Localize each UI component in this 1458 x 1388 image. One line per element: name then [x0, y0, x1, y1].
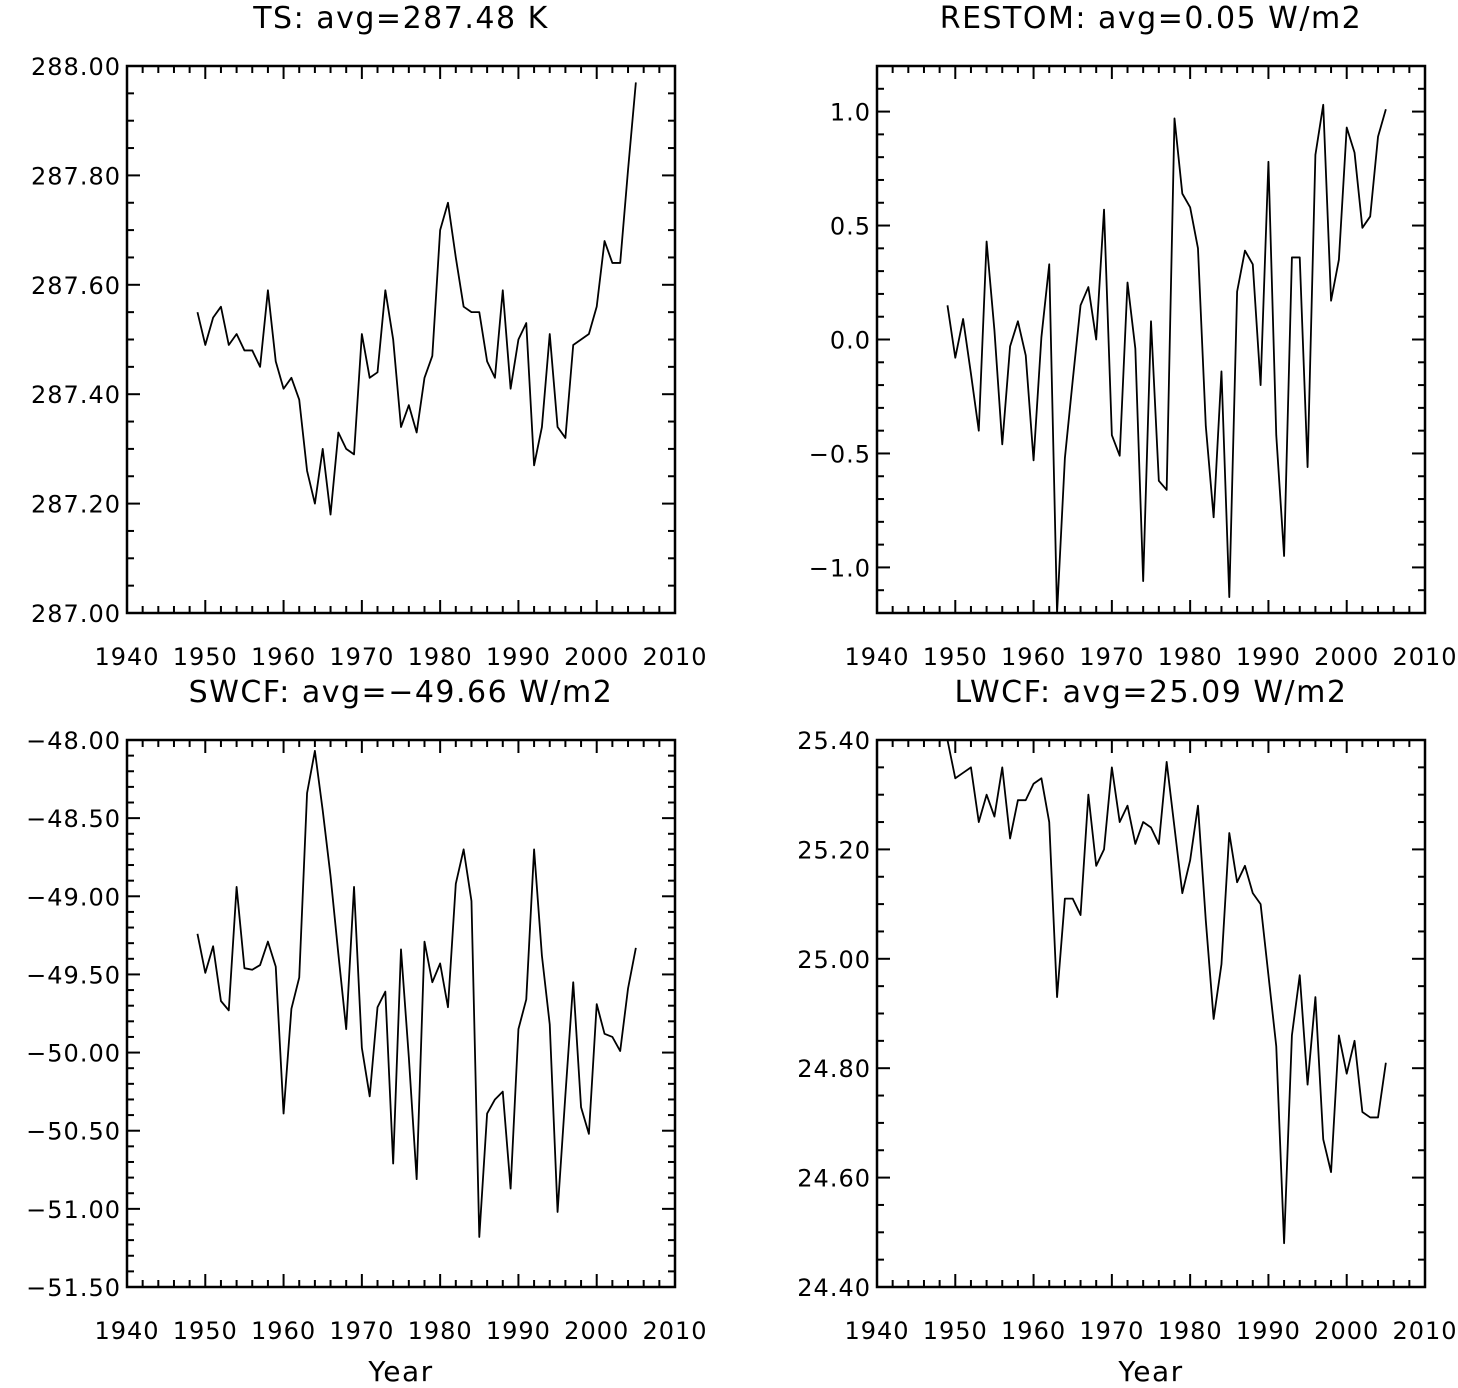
plot-frame — [125, 738, 677, 1289]
x-tick-label: 1990 — [1236, 1317, 1301, 1345]
y-tick-label: −48.50 — [26, 805, 121, 833]
y-tick-label: 287.80 — [31, 162, 121, 190]
series-line — [946, 103, 1387, 613]
y-tick-label: 25.20 — [797, 836, 871, 864]
x-tick-label: 2010 — [1392, 643, 1457, 671]
y-tick-label: −50.00 — [26, 1040, 121, 1068]
x-tick-label: 2000 — [1314, 643, 1379, 671]
x-tick-label: 1960 — [1001, 1317, 1066, 1345]
x-tick-label: 1960 — [251, 643, 316, 671]
y-tick-label: −51.00 — [26, 1196, 121, 1224]
x-tick-label: 1990 — [1236, 643, 1301, 671]
x-tick-label: 1960 — [1001, 643, 1066, 671]
y-tick-label: 287.60 — [31, 272, 121, 300]
chart-title: LWCF: avg=25.09 W/m2 — [955, 675, 1348, 710]
y-tick-label: 0.0 — [830, 327, 871, 355]
x-tick-label: 1940 — [844, 643, 909, 671]
x-tick-label: 1980 — [1158, 643, 1223, 671]
plot-frame — [875, 738, 1427, 1289]
y-tick-label: 1.0 — [830, 99, 871, 127]
plot-frame — [125, 64, 677, 615]
y-tick-label: −48.00 — [26, 727, 121, 755]
x-axis-label: Year — [1117, 1355, 1183, 1383]
x-tick-label: 1950 — [923, 1317, 988, 1345]
chart-title: TS: avg=287.48 K — [252, 1, 549, 36]
x-tick-label: 2010 — [642, 1317, 707, 1345]
y-tick-label: −51.50 — [26, 1274, 121, 1302]
chart-title: RESTOM: avg=0.05 W/m2 — [940, 1, 1363, 36]
y-tick-label: 287.20 — [31, 491, 121, 519]
panel-ts: TS: avg=287.48 K 1940 1950 1960 1970 1980 1990… — [31, 1, 707, 671]
y-tick-label: 287.40 — [31, 381, 121, 409]
x-tick-label: 2010 — [1392, 1317, 1457, 1345]
panel-lwcf: LWCF: avg=25.09 W/m2 1940 1950 1960 1970 1980… — [797, 675, 1457, 1388]
x-tick-label: 2000 — [564, 643, 629, 671]
y-tick-label: 24.60 — [797, 1165, 871, 1193]
x-tick-label: 1940 — [94, 1317, 159, 1345]
series-line — [196, 750, 637, 1238]
series-line — [196, 82, 637, 516]
x-tick-label: 1980 — [408, 1317, 473, 1345]
x-tick-label: 1980 — [408, 643, 473, 671]
x-tick-label: 1960 — [251, 1317, 316, 1345]
y-tick-label: −0.5 — [809, 440, 871, 468]
chart-title: SWCF: avg=−49.66 W/m2 — [189, 675, 614, 710]
y-tick-label: −1.0 — [809, 554, 871, 582]
y-tick-label: 288.00 — [31, 53, 121, 81]
x-tick-label: 1990 — [486, 643, 551, 671]
x-tick-label: 1990 — [486, 1317, 551, 1345]
x-tick-label: 2000 — [564, 1317, 629, 1345]
y-tick-label: −50.50 — [26, 1118, 121, 1146]
x-tick-label: 1970 — [329, 643, 394, 671]
x-axis-label: Year — [367, 1355, 433, 1383]
x-tick-label: 1950 — [923, 643, 988, 671]
x-tick-label: 1970 — [1079, 1317, 1144, 1345]
x-tick-label: 2000 — [1314, 1317, 1379, 1345]
x-tick-label: 1970 — [1079, 643, 1144, 671]
y-tick-label: 24.80 — [797, 1055, 871, 1083]
x-tick-label: 1970 — [329, 1317, 394, 1345]
panel-swcf: SWCF: avg=−49.66 W/m2 1940 1950 1960 1970 198… — [26, 675, 707, 1388]
x-tick-label: 2010 — [642, 643, 707, 671]
panel-restom: RESTOM: avg=0.05 W/m2 1940 1950 1960 1970 198… — [809, 1, 1457, 671]
x-tick-label: 1950 — [173, 1317, 238, 1345]
y-tick-label: −49.50 — [26, 961, 121, 989]
x-tick-label: 1940 — [844, 1317, 909, 1345]
y-tick-label: 25.40 — [797, 727, 871, 755]
y-tick-label: −49.00 — [26, 883, 121, 911]
series-line — [946, 740, 1387, 1245]
y-tick-label: 24.40 — [797, 1274, 871, 1302]
y-tick-label: 25.00 — [797, 946, 871, 974]
x-tick-label: 1980 — [1158, 1317, 1223, 1345]
x-tick-label: 1950 — [173, 643, 238, 671]
y-tick-label: 0.5 — [830, 213, 871, 241]
y-tick-label: 287.00 — [31, 600, 121, 628]
x-tick-label: 1940 — [94, 643, 159, 671]
